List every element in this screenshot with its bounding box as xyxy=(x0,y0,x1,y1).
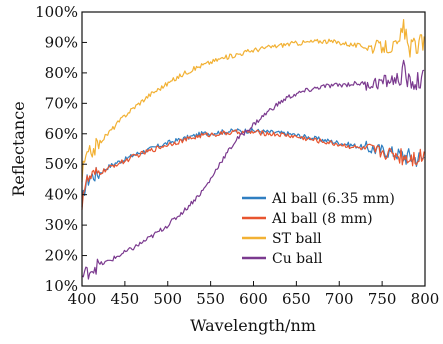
legend-label: Cu ball xyxy=(272,251,323,267)
x-tick-label: 700 xyxy=(325,290,354,308)
series-line-2 xyxy=(81,129,425,210)
x-tick-label: 800 xyxy=(411,290,440,308)
legend-label: ST ball xyxy=(272,231,322,247)
x-tick-label: 550 xyxy=(196,290,225,308)
y-tick-label: 90% xyxy=(45,33,78,51)
x-tick-label: 600 xyxy=(239,290,268,308)
x-axis-title: Wavelength/nm xyxy=(190,316,316,335)
y-tick-label: 40% xyxy=(45,186,78,204)
y-tick-label: 60% xyxy=(45,125,78,143)
legend-label: Al ball (8 mm) xyxy=(271,211,373,227)
y-tick-label: 20% xyxy=(45,247,78,265)
series-line-3 xyxy=(81,19,425,183)
x-tick-label: 400 xyxy=(68,290,97,308)
x-tick-label: 500 xyxy=(153,290,182,308)
x-tick-label: 650 xyxy=(282,290,311,308)
series-line-4 xyxy=(81,59,425,280)
y-tick-label: 30% xyxy=(45,216,78,234)
y-tick-label: 10% xyxy=(45,277,78,295)
y-tick-label: 100% xyxy=(35,3,78,21)
y-tick-label: 80% xyxy=(45,64,78,82)
y-tick-label: 50% xyxy=(45,155,78,173)
y-axis-title: Reflectance xyxy=(9,101,28,196)
y-tick-label: 70% xyxy=(45,94,78,112)
x-tick-label: 450 xyxy=(111,290,140,308)
legend-label: Al ball (6.35 mm) xyxy=(271,191,395,207)
x-tick-label: 750 xyxy=(368,290,397,308)
